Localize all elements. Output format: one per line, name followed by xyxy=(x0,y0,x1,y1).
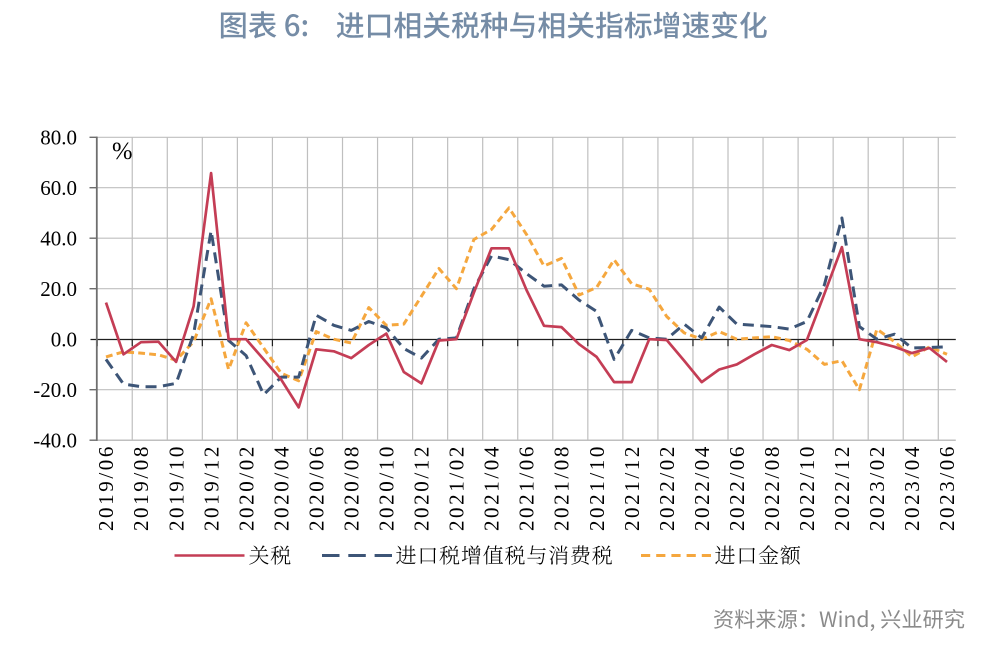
svg-text:0.0: 0.0 xyxy=(51,328,77,352)
svg-text:2022/06: 2022/06 xyxy=(725,444,749,531)
svg-text:2022/08: 2022/08 xyxy=(760,444,784,531)
svg-text:2022/04: 2022/04 xyxy=(690,444,714,531)
svg-text:2023/02: 2023/02 xyxy=(865,444,889,531)
svg-text:2020/04: 2020/04 xyxy=(269,444,293,531)
svg-text:2020/06: 2020/06 xyxy=(304,444,328,531)
svg-text:%: % xyxy=(112,138,133,165)
svg-text:2020/12: 2020/12 xyxy=(410,444,434,531)
svg-text:2022/12: 2022/12 xyxy=(830,444,854,531)
svg-text:2021/10: 2021/10 xyxy=(585,444,609,531)
svg-text:20.0: 20.0 xyxy=(40,277,77,301)
svg-text:2021/04: 2021/04 xyxy=(480,444,504,531)
svg-text:2019/12: 2019/12 xyxy=(199,444,223,531)
svg-text:2019/06: 2019/06 xyxy=(94,444,118,531)
svg-text:2022/02: 2022/02 xyxy=(655,444,679,531)
svg-text:2020/10: 2020/10 xyxy=(375,444,399,531)
svg-text:2020/02: 2020/02 xyxy=(234,444,258,531)
svg-text:2020/08: 2020/08 xyxy=(340,444,364,531)
svg-text:60.0: 60.0 xyxy=(40,176,77,200)
svg-text:80.0: 80.0 xyxy=(40,126,77,150)
svg-text:2023/06: 2023/06 xyxy=(935,444,959,531)
svg-text:2019/08: 2019/08 xyxy=(129,444,153,531)
svg-text:2021/12: 2021/12 xyxy=(620,444,644,531)
svg-text:40.0: 40.0 xyxy=(40,227,77,251)
svg-text:2019/10: 2019/10 xyxy=(164,444,188,531)
svg-text:2022/10: 2022/10 xyxy=(795,444,819,531)
svg-text:2023/04: 2023/04 xyxy=(900,444,924,531)
svg-text:2021/02: 2021/02 xyxy=(445,444,469,531)
svg-text:2021/06: 2021/06 xyxy=(515,444,539,531)
svg-text:-40.0: -40.0 xyxy=(33,429,77,453)
svg-text:-20.0: -20.0 xyxy=(33,378,77,402)
svg-text:2021/08: 2021/08 xyxy=(550,444,574,531)
